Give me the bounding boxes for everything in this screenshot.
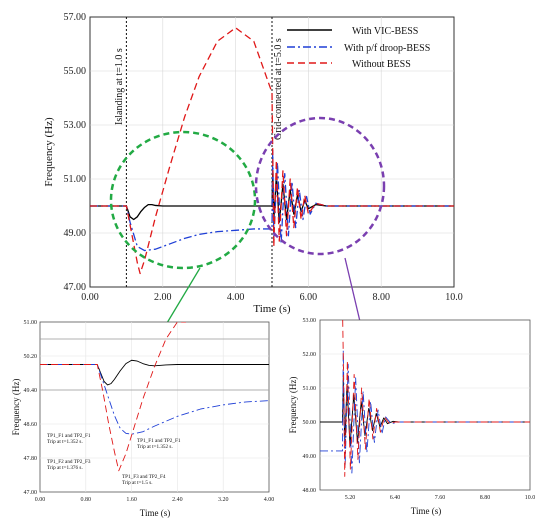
zoom-left-chart: 47.00 47.80 48.60 49.40 50.20 51.00 0.00… [11,320,274,518]
legend-label-droop: With p/f droop-BESS [344,43,430,54]
series-line-with-vic-bess [40,359,269,386]
y-tick-label: 52.00 [303,352,317,358]
y-tick-label: 53.00 [303,318,317,324]
y-tick-label: 48.00 [303,488,317,494]
trip-annotation: TP1_F1 and TP2_F1 [137,438,181,444]
trip-annotation: TP1_F2 and TP2_F3 [47,459,91,465]
y-tick-label: 48.60 [24,422,38,428]
series-line-without-bess [342,320,530,477]
x-tick-label: 8.00 [372,292,390,303]
zoom-right-series-layer [320,320,530,477]
y-tick-label: 47.80 [24,456,38,462]
x-tick-label: 6.40 [390,495,401,501]
islanding-annotation: Islanding at t=1.0 s [114,48,125,125]
trip-annotation: Trip at t=1.352 s. [47,439,83,445]
zoom-left-annotations: TP1_F1 and TP2_F1 Trip at t=1.352 s. TP1… [47,433,181,486]
x-tick-label: 1.60 [126,497,137,503]
y-tick-label: 47.00 [64,282,87,293]
y-tick-label: 49.00 [64,228,87,239]
x-tick-label: 7.60 [435,495,446,501]
trip-annotation: Trip at t=1.5 s. [122,480,153,486]
y-axis-label: Frequency (Hz) [11,379,21,436]
series-line-without-bess [90,27,454,275]
trip-annotation: Trip at t=1.352 s. [137,444,173,450]
x-axis-label: Time (s) [253,303,291,315]
purple-highlight-circle [254,116,386,256]
main-y-ticks: 47.00 49.00 51.00 53.00 55.00 57.00 [64,12,87,293]
x-tick-label: 6.00 [300,292,318,303]
series-line-with-p-f-droop-bess [40,364,269,435]
x-tick-label: 3.20 [218,497,229,503]
x-tick-label: 8.80 [480,495,491,501]
green-highlight-circle [109,130,257,270]
x-tick-label: 4.00 [227,292,245,303]
y-tick-label: 57.00 [64,12,87,23]
y-tick-label: 51.00 [24,320,38,326]
y-tick-label: 50.00 [303,420,317,426]
y-tick-label: 51.00 [64,174,87,185]
x-tick-label: 10.0 [445,292,463,303]
x-tick-label: 10.0 [525,495,536,501]
y-tick-label: 50.20 [24,354,38,360]
main-x-ticks: 0.00 2.00 4.00 6.00 8.00 10.0 [81,292,463,303]
y-axis-label: Frequency (Hz) [288,377,298,434]
grid-connected-annotation: Grid-connected at t=5.0 s [273,38,284,140]
y-tick-label: 51.00 [303,386,317,392]
x-axis-label: Time (s) [140,508,170,518]
y-tick-label: 53.00 [64,120,87,131]
x-tick-label: 0.00 [35,497,46,503]
y-tick-label: 47.00 [24,490,38,496]
x-tick-label: 0.80 [81,497,92,503]
y-axis-label: Frequency (Hz) [43,117,55,187]
zoom-right-frame [319,319,531,491]
y-tick-label: 49.40 [24,388,38,394]
legend-label-without: Without BESS [352,59,411,70]
main-series-layer [90,27,454,275]
legend-label-vic: With VIC-BESS [352,26,418,37]
x-axis-label: Time (s) [411,506,441,516]
y-tick-label: 55.00 [64,66,87,77]
trip-annotation: TP1_F3 and TP2_F4 [122,474,166,480]
trip-annotation: TP1_F1 and TP2_F1 [47,433,91,439]
zoom-left-series-layer [40,322,269,472]
x-tick-label: 2.40 [172,497,183,503]
y-tick-label: 49.00 [303,454,317,460]
zoom-right-chart: 48.00 49.00 50.00 51.00 52.00 53.00 5.20… [288,318,535,516]
main-chart: 47.00 49.00 51.00 53.00 55.00 57.00 0.00… [43,12,463,315]
main-gridlines [90,17,454,287]
zoom-right-y-ticks: 48.00 49.00 50.00 51.00 52.00 53.00 [303,318,317,494]
main-legend: With VIC-BESS With p/f droop-BESS Withou… [287,26,430,70]
trip-annotation: Trip at t=1.376 s. [47,465,83,471]
purple-arrow [344,257,365,331]
zoom-right-x-ticks: 5.20 6.40 7.60 8.80 10.0 [345,495,536,501]
x-tick-label: 0.00 [81,292,99,303]
zoom-left-x-ticks: 0.00 0.80 1.60 2.40 3.20 4.00 [35,497,275,503]
zoom-left-y-ticks: 47.00 47.80 48.60 49.40 50.20 51.00 [24,320,38,496]
zoom-left-frame [39,321,270,493]
zoom-left-gridlines [40,322,269,492]
x-tick-label: 4.00 [264,497,275,503]
x-tick-label: 2.00 [154,292,172,303]
x-tick-label: 5.20 [345,495,356,501]
